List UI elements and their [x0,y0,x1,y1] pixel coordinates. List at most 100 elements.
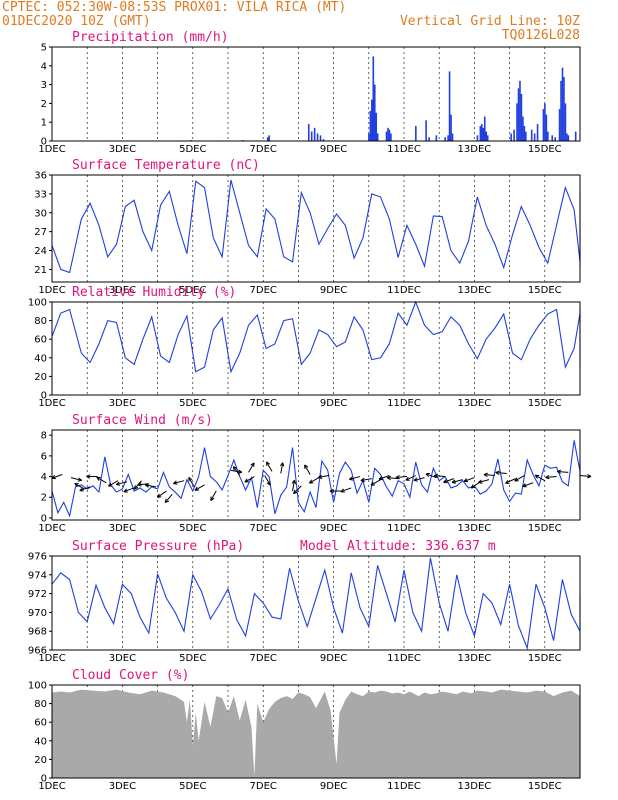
y-tick-label: 40 [34,353,47,364]
pressure-title: Surface Pressure (hPa) [72,539,244,554]
x-tick-label: 1DEC [38,144,65,155]
temperature-line [51,179,581,274]
y-tick-label: 40 [34,736,47,747]
humidity-line [51,300,581,374]
wind-arrow [86,474,98,479]
precip-bar [530,129,533,141]
wind-arrow [194,484,205,491]
x-tick-label: 7DEC [250,523,277,534]
precip-bar [483,116,486,141]
y-tick-label: 100 [28,681,47,692]
precip-bar [525,131,527,141]
precip-bar [435,135,438,141]
precip-bar [387,127,389,141]
precip-bar [567,135,570,141]
pressure-annotation: Model Altitude: 336.637 m [300,539,496,554]
wind-arrow [433,473,446,479]
precip-bar [516,103,518,141]
wind-arrow [514,475,525,482]
y-tick-label: 8 [41,431,47,442]
wind-arrow [173,480,185,485]
y-tick-label: 0 [41,513,47,524]
x-tick-label: 5DEC [179,398,206,409]
x-tick-label: 3DEC [109,144,136,155]
precip-bar [536,124,539,141]
y-tick-label: 972 [28,589,47,600]
wind-arrow [248,462,255,473]
cloud-frame [51,684,581,779]
precip-bar [376,133,379,141]
pressure-line [51,557,581,651]
x-tick-label: 15DEC [528,398,562,409]
precip-bar [486,135,489,141]
x-tick-label: 15DEC [528,653,562,664]
precip-bar [448,71,451,141]
precip-bar [369,110,372,141]
x-tick-label: 15DEC [528,523,562,534]
wind-arrow [360,477,372,483]
wind-arrow [329,488,341,494]
wind-arrow [210,490,217,501]
precip-bar [564,103,567,141]
wind-arrow [579,473,592,479]
x-tick-label: 5DEC [179,653,206,664]
precip-bar [450,114,452,141]
x-tick-label: 11DEC [387,144,421,155]
y-tick-label: 0 [41,137,47,148]
header-model-id: TQ0126L028 [502,28,580,43]
wind-arrow [443,478,455,484]
wind-arrow [349,476,361,481]
wind-arrow [370,479,381,486]
precip-bar [307,124,310,141]
y-tick-label: 4 [41,472,47,483]
wind-arrow [145,483,157,488]
y-tick-label: 20 [34,372,47,383]
precip-bar [566,133,568,141]
y-tick-label: 2 [41,99,47,110]
wind-arrow [478,479,490,484]
y-tick-label: 976 [28,552,47,563]
y-tick-label: 30 [34,208,47,219]
wind-arrow [266,461,273,472]
wind-arrow [279,462,285,474]
x-tick-label: 3DEC [109,523,136,534]
header-location: CPTEC: 052:30W-08:53S PROX01: VILA RICA … [2,0,346,15]
cloud-cover-area [52,689,580,778]
precip-bar [479,125,482,141]
wind-arrow [557,469,569,474]
temperature-panel: Surface Temperature (nC) 1DEC 3DEC 5DEC 7DEC… [34,158,581,296]
wind-arrow [96,476,107,484]
x-tick-label: 1DEC [38,398,65,409]
wind-arrow [318,474,330,479]
wind-arrow [340,487,352,493]
precip-bar [388,129,391,141]
wind-arrow [304,464,311,475]
temperature-title: Surface Temperature (nC) [72,158,260,173]
wind-arrow [70,477,83,482]
wind-title: Surface Wind (m/s) [72,413,213,428]
x-tick-label: 15DEC [528,781,562,792]
precip-bar [563,77,565,141]
wind-arrow [108,480,119,487]
x-tick-label: 15DEC [528,285,562,296]
x-tick-label: 1DEC [38,653,65,664]
y-tick-label: 24 [34,246,47,257]
y-tick-label: 80 [34,699,47,710]
y-tick-label: 0 [41,391,47,402]
wind-arrow [425,472,437,479]
y-tick-label: 974 [28,570,47,581]
precip-bar [375,112,378,141]
wind-arrow [386,475,399,481]
wind-arrow [483,472,495,478]
x-tick-label: 11DEC [387,523,421,534]
y-tick-label: 100 [28,298,47,309]
precip-bar [523,125,526,141]
y-tick-label: 2 [41,493,47,504]
precip-bar [425,120,427,141]
wind-frame [51,429,581,521]
wind-arrow [51,474,63,480]
wind-arrow [156,490,167,498]
precip-bar [561,67,564,141]
wind-arrow [308,477,320,484]
